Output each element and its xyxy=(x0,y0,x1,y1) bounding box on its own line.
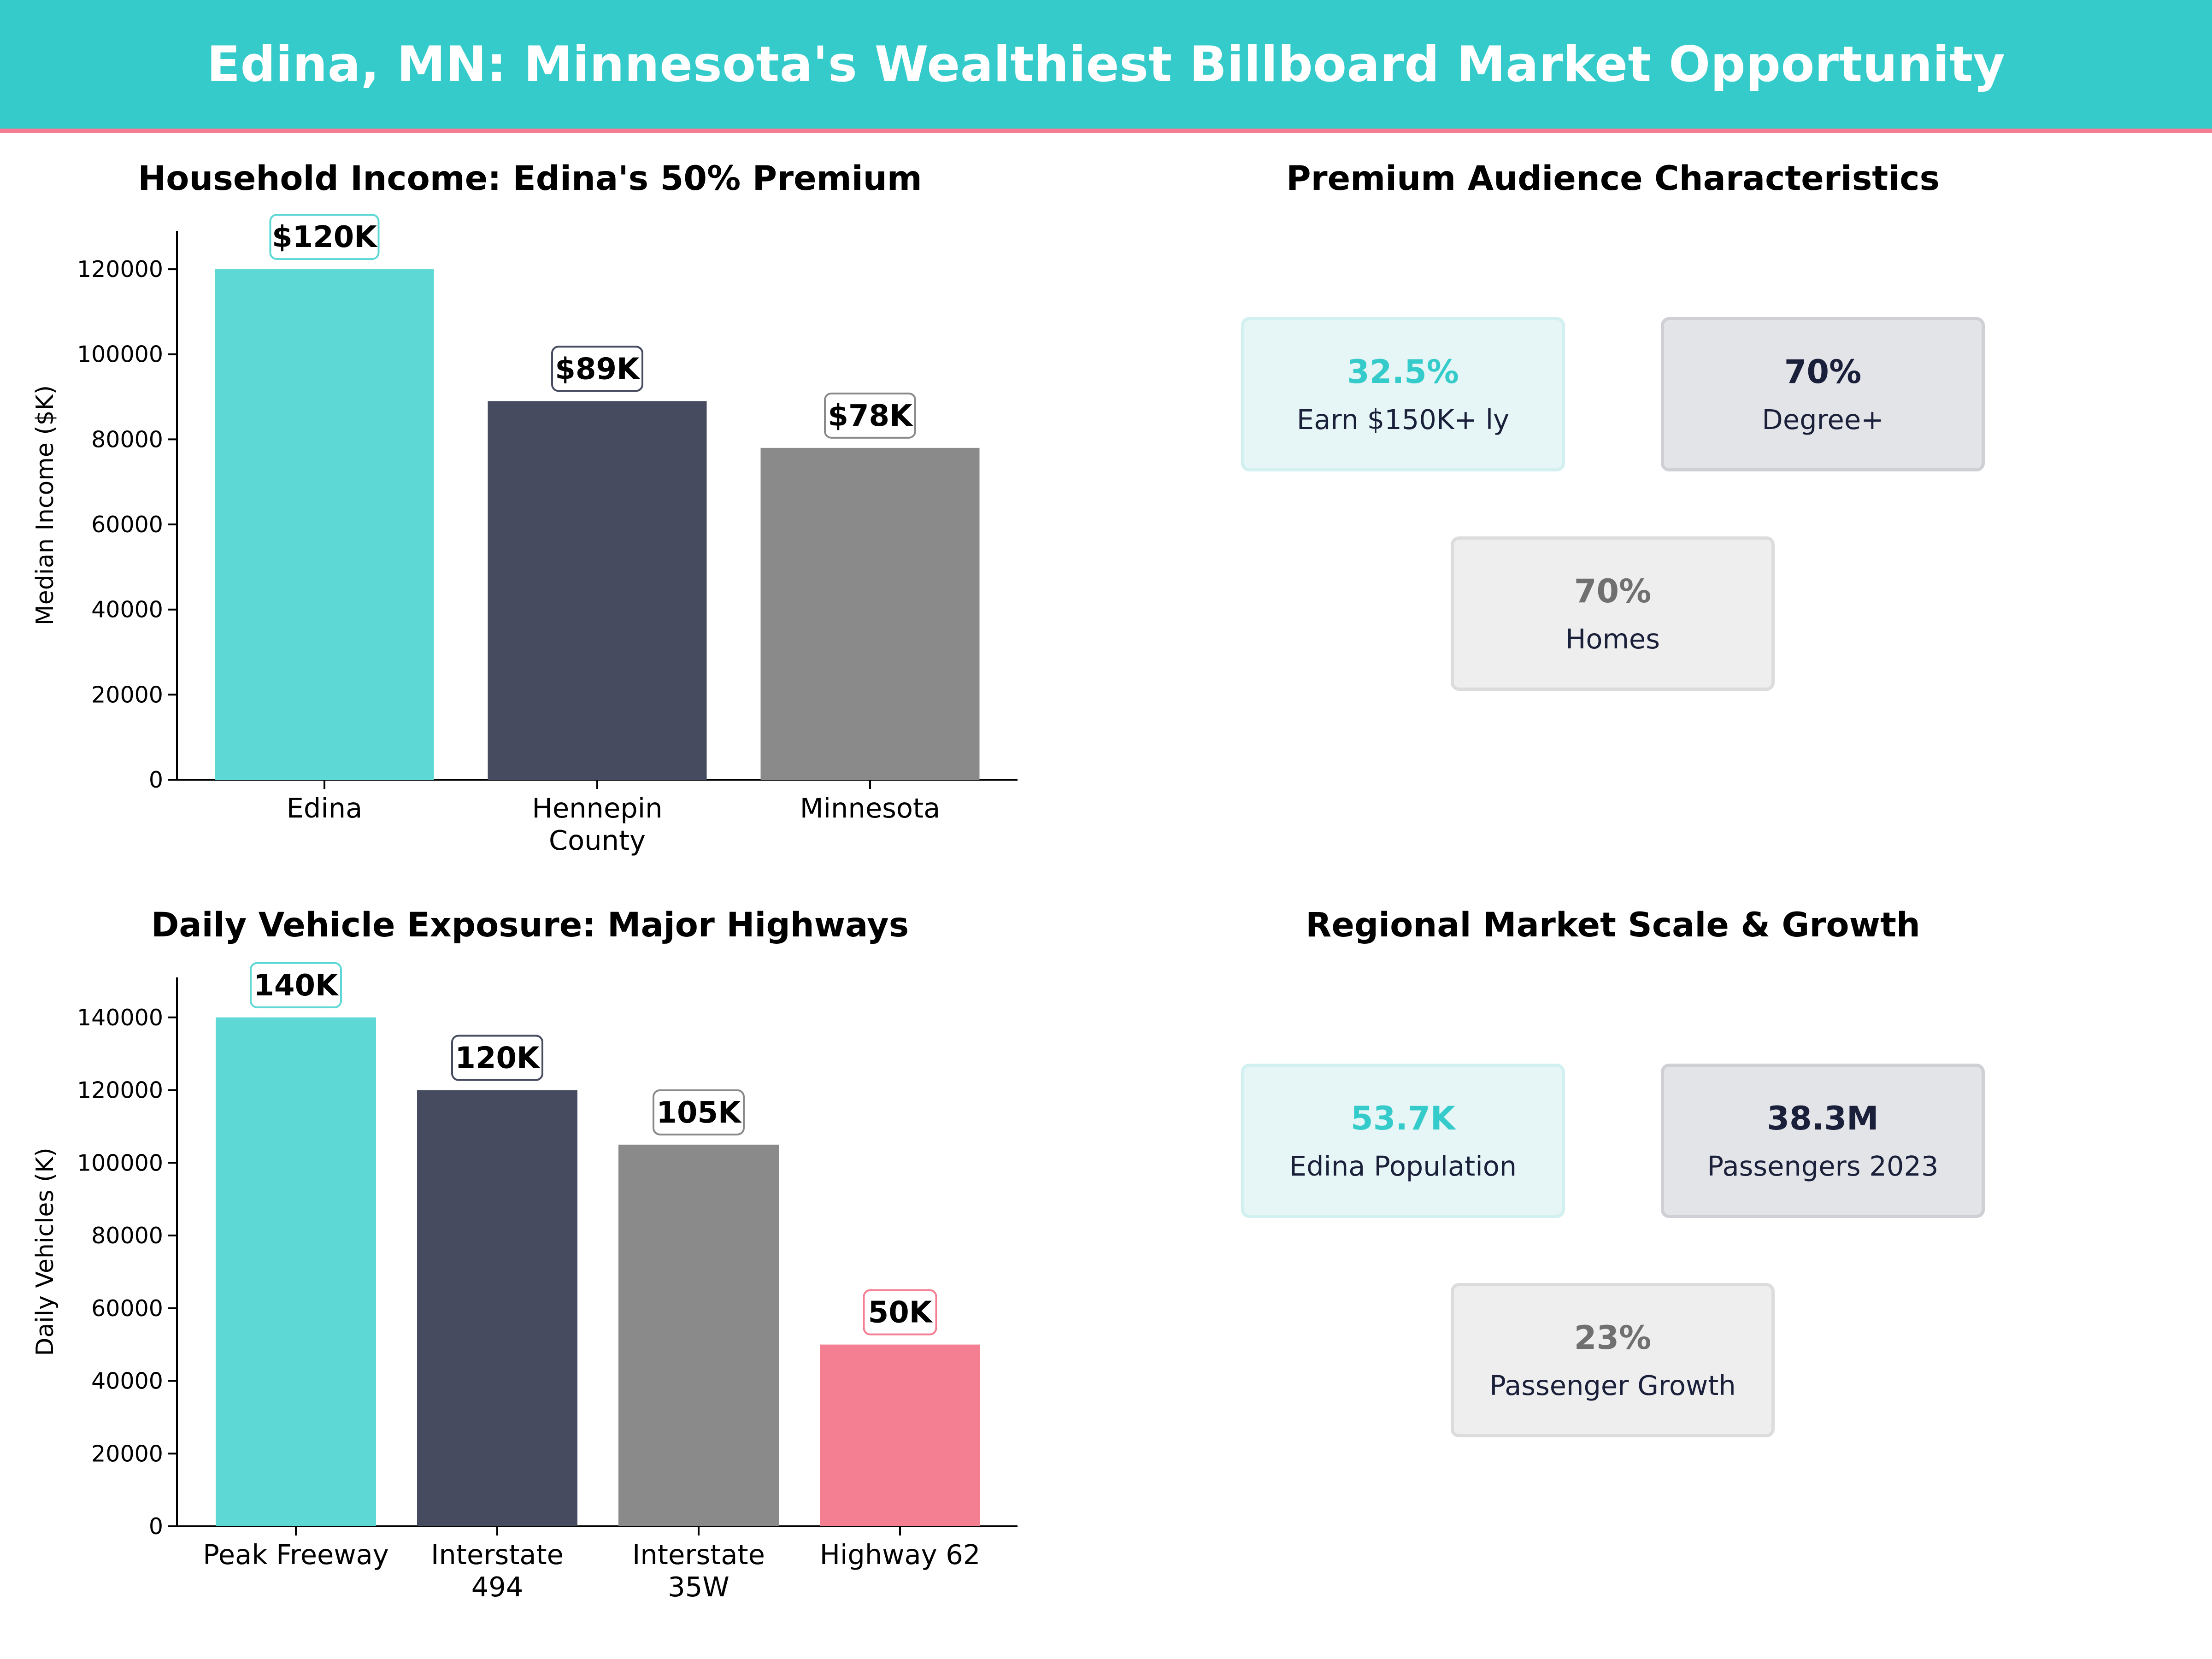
stat-label: Homes xyxy=(1565,623,1660,655)
data-label-box xyxy=(250,962,342,1008)
data-label: $89K xyxy=(555,352,641,386)
stat-card-passenger-growth: 23% Passenger Growth xyxy=(1451,1283,1775,1437)
income-chart-title: Household Income: Edina's 50% Premium xyxy=(138,159,922,198)
y-tick-label: 60000 xyxy=(91,1295,163,1322)
y-tick-label: 80000 xyxy=(91,426,163,453)
traffic-bar-chart: 0 20000 40000 60000 80000 100000 120000 140000 D… xyxy=(31,962,1018,1603)
y-tick-label: 20000 xyxy=(91,1441,163,1467)
x-tick-label: Edina xyxy=(287,792,363,824)
stat-card-homes: 70% Homes xyxy=(1451,536,1775,691)
header-banner: Edina, MN: Minnesota's Wealthiest Billbo… xyxy=(0,0,2212,133)
bar xyxy=(820,1344,980,1526)
stat-label: Edina Population xyxy=(1289,1150,1517,1182)
y-tick-label: 120000 xyxy=(77,256,163,282)
y-tick-label: 0 xyxy=(149,1513,163,1540)
y-tick-label: 20000 xyxy=(91,682,163,708)
bar xyxy=(760,447,980,780)
traffic-chart-title: Daily Vehicle Exposure: Major Highways xyxy=(151,906,909,945)
stat-value: 32.5% xyxy=(1347,353,1459,391)
x-tick-label: Highway 62 xyxy=(820,1539,981,1571)
y-axis-title: Daily Vehicles (K) xyxy=(31,1147,59,1356)
bar xyxy=(215,269,434,780)
data-label-box xyxy=(653,1089,745,1135)
data-label: $78K xyxy=(828,399,913,433)
bar xyxy=(216,1017,376,1526)
y-tick-label: 40000 xyxy=(91,1368,163,1394)
bar xyxy=(417,1090,577,1526)
data-label-box xyxy=(551,346,643,392)
stat-card-population: 53.7K Edina Population xyxy=(1241,1064,1565,1218)
y-tick-label: 40000 xyxy=(91,597,163,623)
data-label: 105K xyxy=(656,1096,742,1130)
stat-label: Degree+ xyxy=(1762,404,1884,435)
page-title: Edina, MN: Minnesota's Wealthiest Billbo… xyxy=(206,36,2006,93)
bar xyxy=(618,1144,779,1526)
stat-value: 38.3M xyxy=(1767,1100,1879,1137)
data-label-box xyxy=(863,1289,937,1335)
x-tick-label: Interstate 35W xyxy=(632,1539,765,1603)
y-tick-label: 80000 xyxy=(91,1223,163,1249)
stat-label: Earn $150K+ ly xyxy=(1296,404,1510,435)
y-tick-label: 140000 xyxy=(77,1005,163,1031)
y-tick-label: 60000 xyxy=(91,512,163,538)
stat-card-passengers: 38.3M Passengers 2023 xyxy=(1661,1064,1985,1218)
income-bar-chart: 0 20000 40000 60000 80000 100000 120000 Median … xyxy=(31,214,1018,856)
data-label: 50K xyxy=(868,1296,933,1330)
stat-label: Passengers 2023 xyxy=(1707,1150,1939,1182)
data-label-box xyxy=(451,1035,543,1081)
y-tick-label: 0 xyxy=(149,767,163,793)
data-label-box xyxy=(824,392,916,439)
x-tick-label: Interstate 494 xyxy=(431,1539,564,1603)
data-label: $120K xyxy=(272,220,378,254)
stat-value: 53.7K xyxy=(1351,1100,1455,1137)
data-label-box xyxy=(269,214,380,260)
x-tick-label: Hennepin County xyxy=(532,792,663,856)
stat-label: Passenger Growth xyxy=(1489,1370,1736,1401)
x-tick-label: Peak Freeway xyxy=(203,1539,388,1571)
stat-card-high-earners: 32.5% Earn $150K+ ly xyxy=(1241,317,1565,471)
data-label: 140K xyxy=(253,969,339,1003)
y-tick-label: 100000 xyxy=(77,341,163,368)
stat-value: 23% xyxy=(1574,1319,1652,1357)
data-label: 120K xyxy=(455,1041,541,1076)
y-axis-title: Median Income ($K) xyxy=(31,385,59,625)
y-tick-label: 100000 xyxy=(77,1150,163,1176)
stat-value: 70% xyxy=(1574,572,1652,610)
bar xyxy=(488,401,707,780)
audience-panel-title: Premium Audience Characteristics xyxy=(1286,159,1940,198)
stat-card-degree: 70% Degree+ xyxy=(1661,317,1985,471)
y-tick-label: 120000 xyxy=(77,1077,163,1104)
x-tick-label: Minnesota xyxy=(800,792,941,824)
stat-value: 70% xyxy=(1784,353,1862,391)
market-panel-title: Regional Market Scale & Growth xyxy=(1306,906,1920,945)
